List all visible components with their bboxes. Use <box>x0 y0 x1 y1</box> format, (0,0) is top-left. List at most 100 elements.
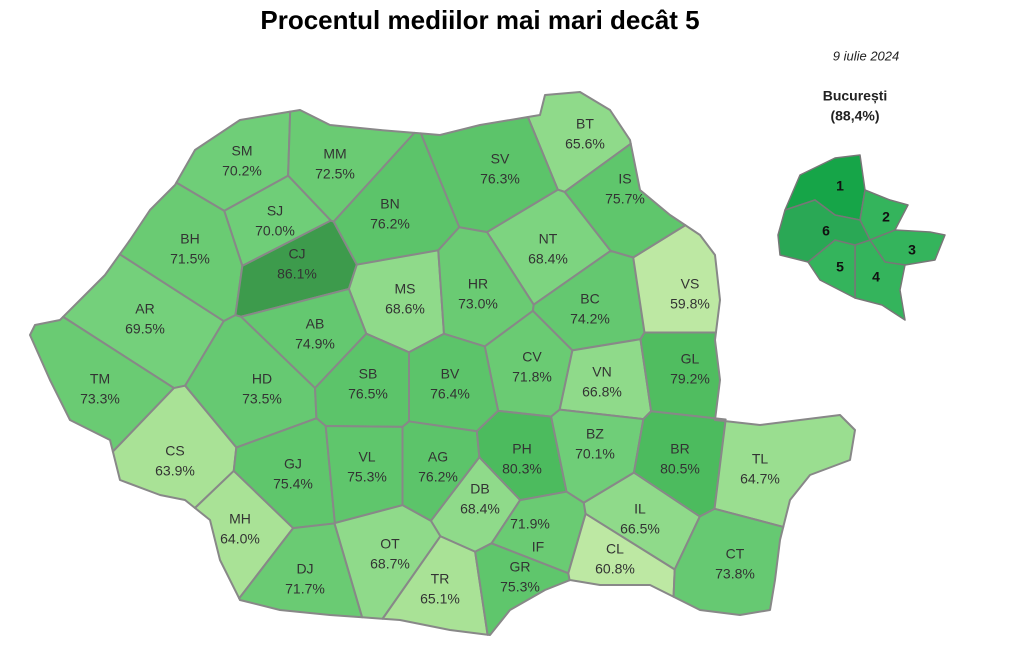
county-value: 70.2% <box>222 163 262 179</box>
county-code: BN <box>380 196 399 212</box>
county-value: 76.2% <box>370 216 410 232</box>
county-code: CS <box>165 443 184 459</box>
sector-label: 3 <box>908 242 916 258</box>
county-code: SB <box>359 366 378 382</box>
county-value: 73.0% <box>458 296 498 312</box>
county-value: 75.3% <box>500 579 540 595</box>
county-value: 76.5% <box>348 386 388 402</box>
county-code: AR <box>135 301 154 317</box>
county-value: 63.9% <box>155 463 195 479</box>
county-code: BC <box>580 291 599 307</box>
county-labels: SM 70.2% MM 72.5% BT 65.6% SV 76.3% BN 76.2% SJ 70.… <box>80 116 780 607</box>
county-code: HR <box>468 276 488 292</box>
county <box>238 522 364 619</box>
county-code: VS <box>681 276 700 292</box>
county-code: AG <box>428 449 448 465</box>
county <box>632 224 721 334</box>
county-code: SM <box>232 143 253 159</box>
county <box>29 315 175 453</box>
county-value: 70.1% <box>575 446 615 462</box>
county-code: TR <box>431 571 450 587</box>
county-code: CJ <box>288 246 305 262</box>
county-value: 76.4% <box>430 386 470 402</box>
county <box>639 331 727 421</box>
county-value: 68.7% <box>370 556 410 572</box>
sector <box>854 239 906 321</box>
county-value: 59.8% <box>670 296 710 312</box>
county-code: GR <box>510 559 531 575</box>
county-code: MM <box>323 146 346 162</box>
county-code: AB <box>306 316 325 332</box>
county-value: 73.5% <box>242 391 282 407</box>
county-code: OT <box>380 536 400 552</box>
county-value: 73.8% <box>715 566 755 582</box>
county-code: NT <box>539 231 558 247</box>
title: Procentul mediilor mai mari decât 5 <box>260 5 699 35</box>
county-value: 75.4% <box>273 476 313 492</box>
county-value: 68.4% <box>460 501 500 517</box>
county-code: MS <box>395 281 416 297</box>
county-code: DJ <box>296 561 313 577</box>
county-code: CT <box>726 546 745 562</box>
county-code: GJ <box>284 456 302 472</box>
county <box>408 332 500 433</box>
county-code: CV <box>522 349 542 365</box>
county-value: 70.0% <box>255 223 295 239</box>
county-code: TL <box>752 451 769 467</box>
county-value: 60.8% <box>595 561 635 577</box>
county-code: TM <box>90 371 110 387</box>
sector-label: 1 <box>836 178 844 194</box>
county-code: BV <box>441 366 460 382</box>
county-code: BT <box>576 116 594 132</box>
county-code: SJ <box>267 203 283 219</box>
county <box>567 512 676 598</box>
county-value: 65.1% <box>420 591 460 607</box>
county-code: MH <box>229 511 251 527</box>
bucharest-map: 1 2 3 4 5 6 <box>777 154 946 321</box>
county-code: GL <box>681 351 700 367</box>
county-value: 75.7% <box>605 191 645 207</box>
county-value: 80.5% <box>660 461 700 477</box>
county-code: HD <box>252 371 272 387</box>
bucharest-value: (88,4%) <box>830 108 879 124</box>
sector-label: 2 <box>882 209 890 225</box>
county-code: VN <box>592 364 611 380</box>
county-code: VL <box>358 449 375 465</box>
county <box>672 507 785 616</box>
county-value: 64.7% <box>740 471 780 487</box>
date: 9 iulie 2024 <box>833 48 900 63</box>
county <box>333 504 442 620</box>
county-value: 69.5% <box>125 321 165 337</box>
county-value: 71.8% <box>512 369 552 385</box>
sector-label: 6 <box>822 223 830 239</box>
sector-label: 5 <box>836 259 844 275</box>
county-code: IL <box>634 501 646 517</box>
county-code: BH <box>180 231 199 247</box>
sector <box>777 199 871 263</box>
county-code: DB <box>470 481 489 497</box>
county-value: 64.0% <box>220 531 260 547</box>
county-code: BR <box>670 441 689 457</box>
county-code: BZ <box>586 426 604 442</box>
bucharest-title: București <box>823 88 888 104</box>
county-value: 72.5% <box>315 166 355 182</box>
county-value: 76.3% <box>480 171 520 187</box>
county-value: 66.8% <box>582 384 622 400</box>
county-code: IF <box>532 539 544 555</box>
county <box>713 414 856 528</box>
county-value: 79.2% <box>670 371 710 387</box>
sector-label: 4 <box>872 269 880 285</box>
county-value: 65.6% <box>565 136 605 152</box>
county-value: 86.1% <box>277 266 317 282</box>
county-code: IS <box>618 171 631 187</box>
county-value: 75.3% <box>347 469 387 485</box>
county-value: 74.2% <box>570 311 610 327</box>
county-value: 71.9% <box>510 516 550 532</box>
county-value: 74.9% <box>295 336 335 352</box>
county-value: 71.7% <box>285 581 325 597</box>
county-value: 66.5% <box>620 521 660 537</box>
county-code: SV <box>491 151 510 167</box>
county-value: 68.6% <box>385 301 425 317</box>
counties <box>29 91 856 636</box>
